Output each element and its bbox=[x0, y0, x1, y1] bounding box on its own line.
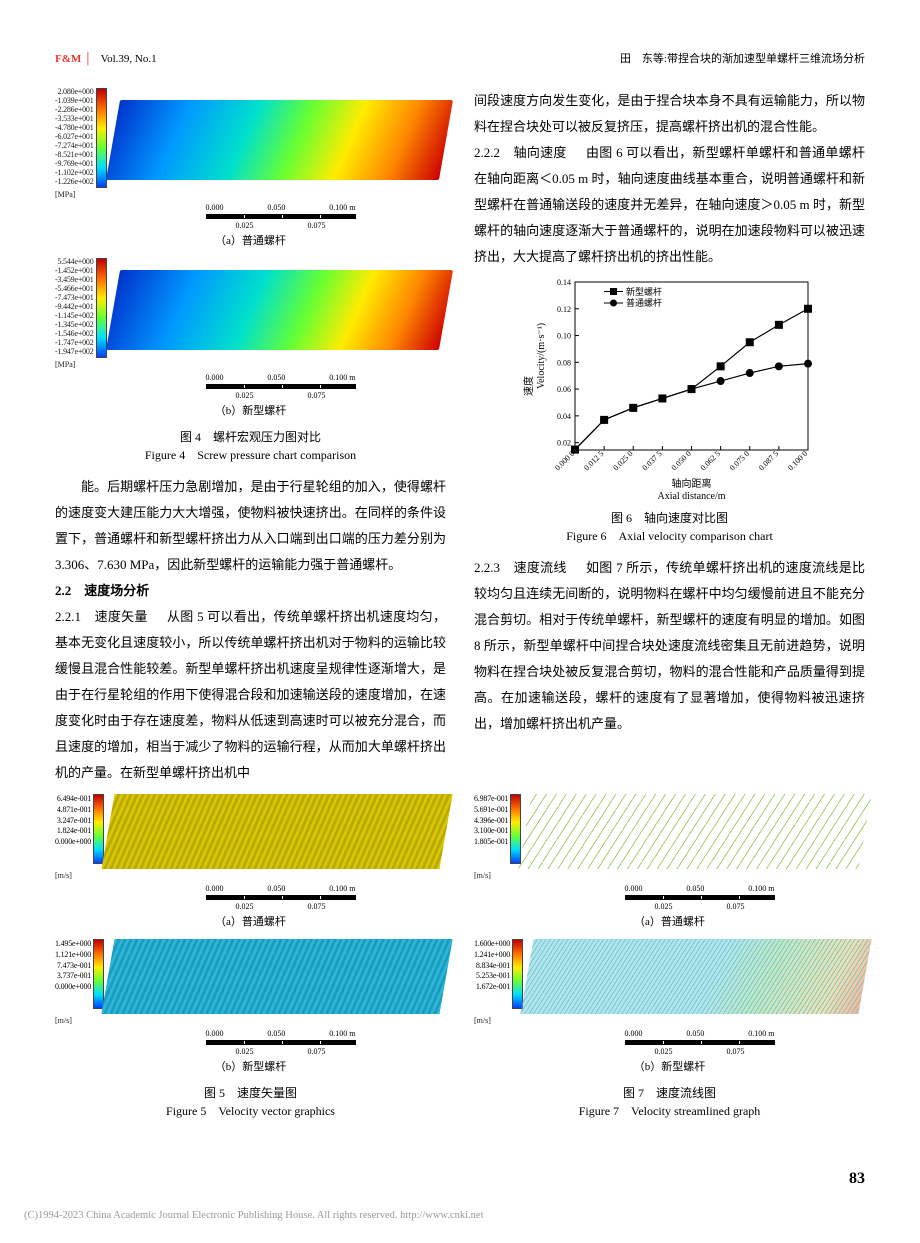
fig7-caption-cn: 图 7 速度流线图 bbox=[474, 1084, 865, 1102]
svg-text:0.10: 0.10 bbox=[557, 332, 571, 341]
paragraph-1: 能。后期螺杆压力急剧增加，是由于行星轮组的加入，使得螺杆的速度变大建压能力大大增… bbox=[55, 474, 446, 578]
svg-text:普通螺杆: 普通螺杆 bbox=[626, 297, 662, 308]
fig7b-colorbar bbox=[512, 939, 523, 1009]
fig5b-cb-labels: 1.495e+0001.121e+0007.473e-0013.737e-001… bbox=[55, 939, 93, 993]
fig5a-cb-labels: 6.494e-0014.871e-0013.247e-0011.824e-001… bbox=[55, 794, 93, 848]
fig4b-scale: 0.0000.0500.100 m 0.0250.075 bbox=[115, 373, 446, 400]
fig5a-field bbox=[101, 794, 452, 869]
fig5-caption: 图 5 速度矢量图 Figure 5 Velocity vector graph… bbox=[55, 1084, 446, 1120]
fig4b-colorbar-labels: 5.544e+000-1.452e+001-3.459e+001-5.466e+… bbox=[55, 258, 96, 356]
svg-text:轴向距离: 轴向距离 bbox=[671, 477, 711, 490]
fig7a-unit: [m/s] bbox=[474, 871, 865, 880]
journal-code: F&M bbox=[55, 53, 81, 65]
fig5-caption-cn: 图 5 速度矢量图 bbox=[55, 1084, 446, 1102]
fig5b-caption: （b）新型螺杆 bbox=[55, 1058, 446, 1074]
fig6-chart: 0.020.040.060.080.100.120.140.000 00.012… bbox=[520, 270, 820, 505]
fig5a-unit: [m/s] bbox=[55, 871, 446, 880]
svg-text:0.14: 0.14 bbox=[557, 278, 571, 287]
fig5b-colorbar bbox=[93, 939, 104, 1009]
svg-text:0.025 0: 0.025 0 bbox=[611, 449, 634, 472]
fig4a: 2.080e+000-1.039e+001-2.286e+001-3.533e+… bbox=[55, 88, 446, 248]
svg-text:0.037 5: 0.037 5 bbox=[640, 449, 663, 472]
svg-text:0.12: 0.12 bbox=[557, 305, 571, 314]
fig4-caption: 图 4 螺杆宏观压力图对比 Figure 4 Screw pressure ch… bbox=[55, 428, 446, 464]
fig7-caption-en: Figure 7 Velocity streamlined graph bbox=[474, 1102, 865, 1120]
fig4b-unit: [MPa] bbox=[55, 360, 446, 369]
svg-text:0.050 0: 0.050 0 bbox=[669, 449, 692, 472]
svg-text:0.012 5: 0.012 5 bbox=[582, 449, 605, 472]
svg-text:0.075 0: 0.075 0 bbox=[727, 449, 750, 472]
fig7b-caption: （b）新型螺杆 bbox=[474, 1058, 865, 1074]
sec221-head: 2.2.1 速度矢量 bbox=[55, 609, 161, 624]
fig5: 6.494e-0014.871e-0013.247e-0011.824e-001… bbox=[55, 794, 446, 1120]
fig4b: 5.544e+000-1.452e+001-3.459e+001-5.466e+… bbox=[55, 258, 446, 418]
svg-text:0.04: 0.04 bbox=[557, 412, 571, 421]
fig5b-unit: [m/s] bbox=[55, 1016, 446, 1025]
fig4a-colorbar-labels: 2.080e+000-1.039e+001-2.286e+001-3.533e+… bbox=[55, 88, 96, 186]
fig4a-scale: 0.0000.0500.100 m 0.0250.075 bbox=[115, 203, 446, 230]
fig7b-unit: [m/s] bbox=[474, 1016, 865, 1025]
article-reference: 田 东等:带捏合块的渐加速型单螺杆三维流场分析 bbox=[620, 50, 865, 66]
sec222-head: 2.2.2 轴向速度 bbox=[474, 145, 580, 160]
svg-text:0.087 5: 0.087 5 bbox=[756, 449, 779, 472]
fig7-caption: 图 7 速度流线图 Figure 7 Velocity streamlined … bbox=[474, 1084, 865, 1120]
section-2-2-1: 2.2.1 速度矢量 从图 5 可以看出，传统单螺杆挤出机速度均匀，基本无变化且… bbox=[55, 604, 446, 786]
fig4-caption-en: Figure 4 Screw pressure chart comparison bbox=[55, 446, 446, 464]
section-2-2: 2.2 速度场分析 bbox=[55, 578, 446, 604]
svg-text:0.062 5: 0.062 5 bbox=[698, 449, 721, 472]
sec223-head: 2.2.3 速度流线 bbox=[474, 560, 580, 575]
fig7b-cb-labels: 1.600e+0001.241e+0008.834e-0015.253e-001… bbox=[474, 939, 512, 993]
fig6-caption-cn: 图 6 轴向速度对比图 bbox=[474, 509, 865, 527]
fig4-caption-cn: 图 4 螺杆宏观压力图对比 bbox=[55, 428, 446, 446]
sec223-body: 如图 7 所示，传统单螺杆挤出机的速度流线是比较均匀且连续无间断的，说明物料在螺… bbox=[474, 560, 865, 731]
fig4a-colorbar bbox=[96, 88, 107, 188]
fig4b-simulation bbox=[105, 270, 453, 350]
fig7b-field bbox=[520, 939, 871, 1014]
fig7a-colorbar bbox=[510, 794, 521, 864]
fig7: 6.987e-0015.691e-0014.396e-0013.100e-001… bbox=[474, 794, 865, 1120]
fig6-caption-en: Figure 6 Axial velocity comparison chart bbox=[474, 527, 865, 545]
fig4a-caption: （a）普通螺杆 bbox=[55, 232, 446, 248]
svg-text:新型螺杆: 新型螺杆 bbox=[626, 286, 662, 297]
fig4b-colorbar bbox=[96, 258, 107, 358]
paragraph-r1: 间段速度方向发生变化，是由于捏合块本身不具有运输能力，所以物料在捏合块处可以被反… bbox=[474, 88, 865, 140]
fig7a-caption: （a）普通螺杆 bbox=[474, 913, 865, 929]
svg-text:0.06: 0.06 bbox=[557, 385, 571, 394]
fig5-caption-en: Figure 5 Velocity vector graphics bbox=[55, 1102, 446, 1120]
svg-text:Axial distance/m: Axial distance/m bbox=[657, 491, 725, 502]
svg-text:0.100 0: 0.100 0 bbox=[786, 449, 809, 472]
fig4b-caption: （b）新型螺杆 bbox=[55, 402, 446, 418]
page-header: F&M │ Vol.39, No.1 田 东等:带捏合块的渐加速型单螺杆三维流场… bbox=[55, 50, 865, 70]
fig4a-unit: [MPa] bbox=[55, 190, 446, 199]
journal-id: F&M │ Vol.39, No.1 bbox=[55, 53, 157, 65]
fig7a-field bbox=[519, 794, 872, 869]
volume-info: Vol.39, No.1 bbox=[101, 53, 157, 65]
left-column: 2.080e+000-1.039e+001-2.286e+001-3.533e+… bbox=[55, 88, 446, 786]
fig5a-colorbar bbox=[93, 794, 104, 864]
footer-copyright: (C)1994-2023 China Academic Journal Elec… bbox=[24, 1210, 484, 1221]
page-number: 83 bbox=[849, 1170, 865, 1188]
section-2-2-3: 2.2.3 速度流线 如图 7 所示，传统单螺杆挤出机的速度流线是比较均匀且连续… bbox=[474, 555, 865, 737]
sec222-body: 由图 6 可以看出，新型螺杆单螺杆和普通单螺杆在轴向距离＜0.05 m 时，轴向… bbox=[474, 145, 865, 264]
fig7a-cb-labels: 6.987e-0015.691e-0014.396e-0013.100e-001… bbox=[474, 794, 510, 848]
section-2-2-2: 2.2.2 轴向速度 由图 6 可以看出，新型螺杆单螺杆和普通单螺杆在轴向距离＜… bbox=[474, 140, 865, 270]
fig4a-simulation bbox=[105, 100, 453, 180]
right-column: 间段速度方向发生变化，是由于捏合块本身不具有运输能力，所以物料在捏合块处可以被反… bbox=[474, 88, 865, 786]
fig5b-field bbox=[101, 939, 452, 1014]
svg-text:Velocity/(m·s⁻¹): Velocity/(m·s⁻¹) bbox=[536, 323, 547, 389]
fig5a-caption: （a）普通螺杆 bbox=[55, 913, 446, 929]
svg-text:速度: 速度 bbox=[522, 376, 535, 396]
sec221-body: 从图 5 可以看出，传统单螺杆挤出机速度均匀，基本无变化且速度较小，所以传统单螺… bbox=[55, 609, 446, 780]
fig6-caption: 图 6 轴向速度对比图 Figure 6 Axial velocity comp… bbox=[474, 509, 865, 545]
svg-text:0.02: 0.02 bbox=[557, 439, 571, 448]
svg-text:0.08: 0.08 bbox=[557, 358, 571, 367]
fig6-svg: 0.020.040.060.080.100.120.140.000 00.012… bbox=[520, 270, 820, 505]
bottom-figures: 6.494e-0014.871e-0013.247e-0011.824e-001… bbox=[55, 794, 865, 1120]
